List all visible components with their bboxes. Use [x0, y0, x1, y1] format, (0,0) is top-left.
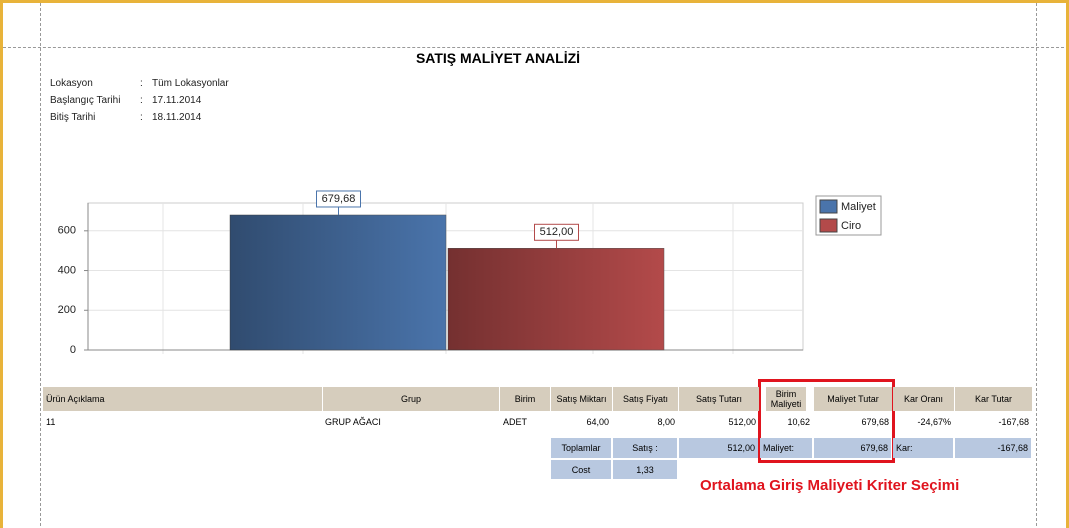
total-cell: Kar: — [893, 438, 953, 458]
column-header: Birim Maliyeti — [766, 387, 806, 411]
column-header: Satış Fiyatı — [613, 387, 678, 411]
table-cell: ADET — [503, 417, 528, 427]
cost-cell: 1,33 — [613, 460, 677, 479]
column-header: Birim — [500, 387, 550, 411]
legend-swatch — [819, 218, 838, 233]
table-cell: 64,00 — [586, 417, 609, 427]
legend-swatch — [819, 199, 838, 214]
table-cell: 512,00 — [728, 417, 756, 427]
info-separator: : — [140, 95, 143, 106]
info-label: Başlangıç Tarihi — [50, 95, 121, 106]
bar-shade — [448, 248, 664, 350]
y-tick-label: 200 — [58, 304, 76, 316]
info-separator: : — [140, 112, 143, 123]
page-margin — [1036, 3, 1037, 528]
info-value: Tüm Lokasyonlar — [152, 78, 229, 89]
page-margin — [40, 3, 41, 528]
annotation: Ortalama Giriş Maliyeti Kriter Seçimi — [700, 477, 960, 494]
total-cell: 679,68 — [814, 438, 891, 458]
cost-cell: Cost — [551, 460, 611, 479]
report-title: SATIŞ MALİYET ANALİZİ — [415, 50, 581, 66]
y-tick-label: 600 — [58, 225, 76, 237]
value-label: 512,00 — [540, 226, 574, 238]
chart: 0 200 400 600 679,68 512,00 Maliyet Ciro — [58, 190, 882, 356]
table-cell: 11 — [46, 417, 56, 427]
column-header: Grup — [323, 387, 499, 411]
table-cell: 679,68 — [861, 417, 889, 427]
total-cell: 512,00 — [679, 438, 758, 458]
y-tick-label: 400 — [58, 264, 76, 276]
table-cell: 10,62 — [787, 417, 810, 427]
column-header: Ürün Açıklama — [43, 387, 322, 411]
y-tick-label: 0 — [70, 344, 76, 356]
info-separator: : — [140, 78, 143, 89]
column-header: Satış Tutarı — [679, 387, 759, 411]
value-label-box — [316, 190, 361, 208]
info-label: Lokasyon — [50, 78, 93, 89]
total-cell: Satış : — [613, 438, 677, 458]
column-header: Kar Oranı — [893, 387, 954, 411]
legend-label: Ciro — [841, 220, 861, 232]
bar-shade — [230, 214, 446, 350]
info-value: 18.11.2014 — [152, 112, 202, 123]
total-cell: Maliyet: — [760, 438, 812, 458]
total-cell: -167,68 — [955, 438, 1031, 458]
table-cell: -24,67% — [917, 417, 951, 427]
table-cell: 8,00 — [657, 417, 675, 427]
legend-label: Maliyet — [841, 201, 876, 213]
value-label-box — [534, 223, 579, 241]
table-cell: -167,68 — [998, 417, 1029, 427]
column-header: Kar Tutar — [955, 387, 1032, 411]
highlight-box — [758, 379, 895, 463]
page-margin — [3, 47, 1066, 48]
column-header: Satış Miktarı — [551, 387, 612, 411]
value-label: 679,68 — [322, 193, 356, 205]
info-label: Bitiş Tarihi — [50, 112, 96, 123]
info-value: 17.11.2014 — [152, 95, 202, 106]
table-cell: GRUP AĞACI — [325, 417, 381, 427]
total-cell: Toplamlar — [551, 438, 611, 458]
column-header: Maliyet Tutar — [814, 387, 892, 411]
